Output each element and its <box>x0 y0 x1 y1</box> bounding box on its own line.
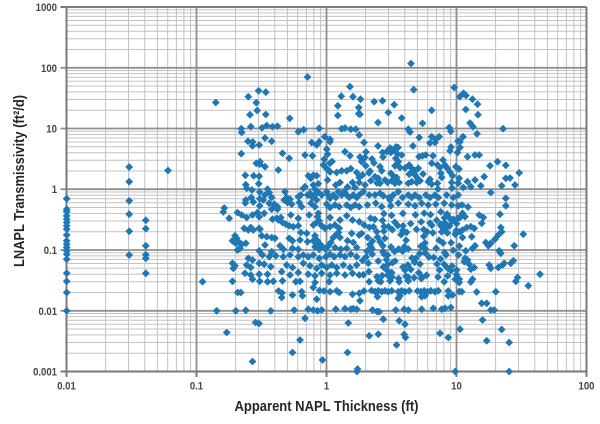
svg-text:Apparent NAPL Thickness (ft): Apparent NAPL Thickness (ft) <box>235 398 419 415</box>
svg-text:0.01: 0.01 <box>39 306 58 318</box>
svg-text:1000: 1000 <box>36 2 57 14</box>
svg-text:1: 1 <box>324 381 329 393</box>
svg-text:LNAPL Transmissivity (ft²/d): LNAPL Transmissivity (ft²/d) <box>11 95 28 267</box>
svg-text:0.01: 0.01 <box>57 381 76 393</box>
svg-text:10: 10 <box>451 381 462 393</box>
svg-text:0.001: 0.001 <box>33 367 57 379</box>
svg-text:1: 1 <box>52 184 57 196</box>
svg-text:100: 100 <box>41 63 57 75</box>
svg-text:100: 100 <box>579 381 595 393</box>
svg-text:0.1: 0.1 <box>190 381 203 393</box>
svg-text:10: 10 <box>46 124 57 136</box>
svg-text:0.1: 0.1 <box>44 245 57 257</box>
